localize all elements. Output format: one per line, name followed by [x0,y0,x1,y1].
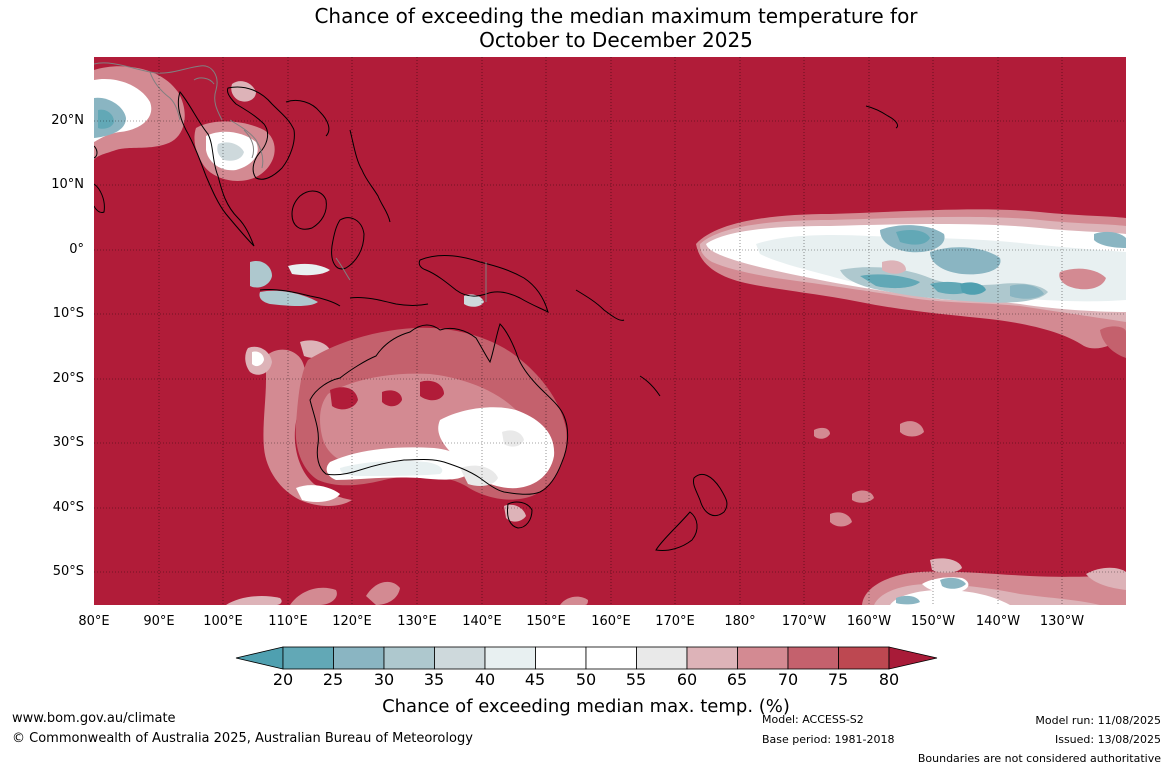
footer-disclaimer: Boundaries are not considered authoritat… [917,752,1161,765]
colorbar-segment [737,646,789,670]
colorbar-tick-75: 75 [827,670,849,689]
footer-base-period: Base period: 1981-2018 [762,733,895,746]
colorbar-segment [686,646,738,670]
lon-label-150w: 150°W [910,614,956,629]
footer-issued: Issued: 13/08/2025 [1054,733,1161,746]
footer-model-run: Model run: 11/08/2025 [1035,714,1161,727]
colorbar-tick-55: 55 [625,670,647,689]
colorbar-segment [282,646,334,670]
gridlines [94,57,1126,605]
colorbar-segment [636,646,688,670]
colorbar-tick-45: 45 [524,670,546,689]
region-southeast-asia [94,66,484,307]
colorbar-over-arrow [888,646,938,670]
lat-label-40s: 40°S [52,500,84,515]
lon-label-160e: 160°E [591,614,631,629]
lon-label-130e: 130°E [397,614,437,629]
lon-label-100e: 100°E [203,614,243,629]
colorbar-tick-60: 60 [676,670,698,689]
region-southern-ocean [226,421,1126,605]
colorbar-tick-20: 20 [272,670,294,689]
colorbar [235,646,938,670]
map-title-line2: October to December 2025 [479,28,753,52]
colorbar-tick-25: 25 [322,670,344,689]
lon-label-140w: 140°W [975,614,1021,629]
lat-label-30s: 30°S [52,435,84,450]
colorbar-segment [383,646,435,670]
colorbar-segment [484,646,536,670]
colorbar-tick-40: 40 [474,670,496,689]
colorbar-segment [434,646,486,670]
colorbar-tick-80: 80 [878,670,900,689]
colorbar-under-arrow [235,646,284,670]
colorbar-segment [787,646,839,670]
lat-label-50s: 50°S [52,564,84,579]
map-title-line1: Chance of exceeding the median maximum t… [314,4,918,28]
colorbar-tick-65: 65 [726,670,748,689]
country-borders [94,62,487,302]
lon-label-170e: 170°E [655,614,695,629]
lon-label-150e: 150°E [526,614,566,629]
footer-model: Model: ACCESS-S2 [762,713,864,726]
colorbar-segment [535,646,587,670]
lon-label-90e: 90°E [143,614,175,629]
region-australia [245,327,567,522]
coastlines [94,86,899,551]
colorbar-segment [333,646,385,670]
colorbar-tick-50: 50 [575,670,597,689]
footer-copyright: © Commonwealth of Australia 2025, Austra… [12,731,473,746]
colorbar-tick-35: 35 [423,670,445,689]
lon-label-130w: 130°W [1039,614,1085,629]
lat-label-20n: 20°N [51,113,84,128]
colorbar-label: Chance of exceeding median max. temp. (%… [382,696,790,717]
lon-label-180: 180° [724,614,756,629]
lat-label-20s: 20°S [52,371,84,386]
lon-label-80e: 80°E [78,614,110,629]
colorbar-tick-30: 30 [373,670,395,689]
lat-label-0: 0° [69,242,84,257]
lon-label-110e: 110°E [268,614,308,629]
lon-label-120e: 120°E [332,614,372,629]
lat-label-10s: 10°S [52,306,84,321]
colorbar-tick-70: 70 [777,670,799,689]
map-title: Chance of exceeding the median maximum t… [0,4,1173,52]
colorbar-segment [838,646,890,670]
colorbar-segment [585,646,637,670]
lon-label-160w: 160°W [846,614,892,629]
lon-label-140e: 140°E [462,614,502,629]
lon-label-170w: 170°W [781,614,827,629]
region-equatorial-pacific [696,209,1126,358]
footer-url: www.bom.gov.au/climate [12,711,176,726]
lat-label-10n: 10°N [51,177,84,192]
